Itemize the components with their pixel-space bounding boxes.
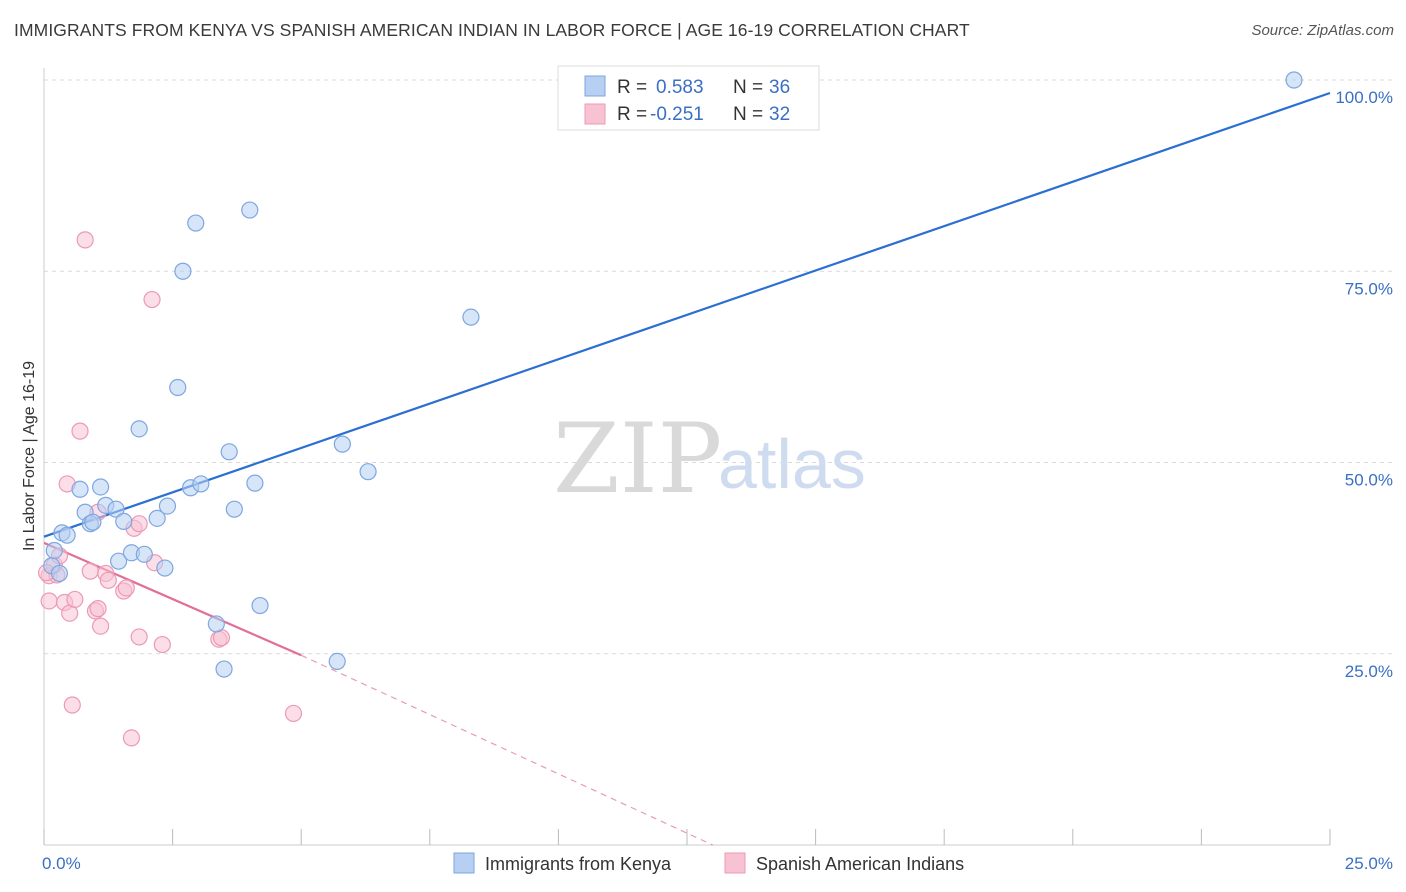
series-legend: Immigrants from Kenya Spanish American I… bbox=[453, 852, 964, 874]
point-spanish bbox=[71, 422, 89, 440]
point-kenya bbox=[333, 435, 351, 453]
point-kenya bbox=[156, 559, 174, 577]
point-kenya bbox=[135, 545, 153, 563]
trend-lines bbox=[43, 91, 1331, 846]
point-spanish bbox=[66, 590, 84, 609]
point-kenya bbox=[207, 615, 225, 633]
data-points bbox=[37, 71, 1303, 747]
point-spanish bbox=[143, 290, 161, 309]
point-kenya bbox=[71, 480, 89, 498]
legend-swatch-kenya bbox=[453, 852, 475, 874]
point-kenya bbox=[45, 541, 63, 560]
point-spanish bbox=[284, 704, 303, 723]
x-tick-label: 25.0% bbox=[1345, 854, 1393, 873]
legend-spanish-label: Spanish American Indians bbox=[756, 854, 964, 874]
point-kenya bbox=[192, 475, 210, 493]
legend-n-value: 36 bbox=[769, 77, 790, 98]
point-kenya bbox=[169, 378, 187, 397]
y-tick-label: 100.0% bbox=[1335, 88, 1393, 107]
legend-r-label: R = bbox=[617, 77, 647, 98]
source-credit: Source: ZipAtlas.com bbox=[1251, 22, 1394, 39]
watermark: ZIP atlas bbox=[553, 403, 866, 515]
legend-swatch-kenya bbox=[584, 75, 606, 97]
point-kenya bbox=[148, 509, 166, 527]
point-spanish bbox=[63, 696, 81, 714]
legend-swatch-spanish bbox=[584, 103, 606, 125]
trend-line-extension bbox=[300, 654, 713, 846]
point-spanish bbox=[89, 600, 107, 618]
point-kenya bbox=[1285, 71, 1303, 89]
point-kenya bbox=[328, 652, 346, 671]
y-tick-label: 25.0% bbox=[1345, 662, 1393, 681]
tick-labels: 25.0% 50.0% 75.0% 100.0% 0.0% 25.0% bbox=[42, 88, 1393, 873]
point-spanish bbox=[91, 617, 110, 635]
point-spanish bbox=[153, 635, 171, 654]
point-spanish bbox=[76, 231, 94, 249]
trend-line bbox=[43, 91, 1331, 538]
trend-line bbox=[43, 541, 302, 657]
point-spanish bbox=[117, 579, 135, 597]
legend-n-label: N = bbox=[733, 77, 763, 98]
point-kenya bbox=[359, 463, 377, 481]
point-kenya bbox=[225, 500, 243, 518]
point-spanish bbox=[99, 571, 117, 589]
point-spanish bbox=[130, 628, 148, 646]
y-tick-label: 75.0% bbox=[1345, 279, 1393, 298]
legend-n-label: N = bbox=[733, 104, 763, 125]
axes bbox=[43, 68, 1331, 846]
point-kenya bbox=[58, 526, 76, 544]
x-tick-label: 0.0% bbox=[42, 854, 81, 873]
point-kenya bbox=[187, 214, 205, 232]
legend-swatch-spanish bbox=[724, 852, 746, 874]
point-kenya bbox=[109, 552, 128, 570]
point-kenya bbox=[174, 262, 192, 280]
point-kenya bbox=[130, 420, 148, 438]
legend-r-value: -0.251 bbox=[650, 104, 704, 125]
legend-r-value: 0.583 bbox=[656, 77, 704, 98]
stats-legend: R = 0.583 N = 36 R = -0.251 N = 32 bbox=[557, 65, 820, 131]
point-kenya bbox=[91, 478, 110, 496]
point-kenya bbox=[84, 513, 102, 531]
point-spanish bbox=[130, 515, 148, 533]
point-spanish bbox=[122, 729, 141, 747]
point-kenya bbox=[220, 443, 238, 461]
legend-r-label: R = bbox=[617, 104, 647, 125]
y-tick-label: 50.0% bbox=[1345, 471, 1393, 490]
point-kenya bbox=[115, 512, 133, 531]
point-kenya bbox=[50, 564, 69, 583]
point-kenya bbox=[215, 660, 233, 678]
chart-title: IMMIGRANTS FROM KENYA VS SPANISH AMERICA… bbox=[14, 20, 970, 40]
point-kenya bbox=[158, 497, 177, 515]
grid-lines bbox=[44, 79, 1392, 655]
point-kenya bbox=[107, 500, 125, 518]
point-spanish bbox=[81, 562, 99, 580]
point-kenya bbox=[251, 596, 269, 615]
watermark-atlas: atlas bbox=[718, 425, 866, 503]
legend-n-value: 32 bbox=[769, 104, 790, 125]
point-kenya bbox=[462, 308, 480, 326]
y-axis-label: In Labor Force | Age 16-19 bbox=[21, 361, 38, 551]
legend-kenya-label: Immigrants from Kenya bbox=[485, 854, 672, 874]
watermark-zip: ZIP bbox=[553, 403, 722, 515]
point-kenya bbox=[246, 474, 264, 492]
point-spanish bbox=[40, 592, 58, 610]
point-kenya bbox=[241, 201, 259, 219]
